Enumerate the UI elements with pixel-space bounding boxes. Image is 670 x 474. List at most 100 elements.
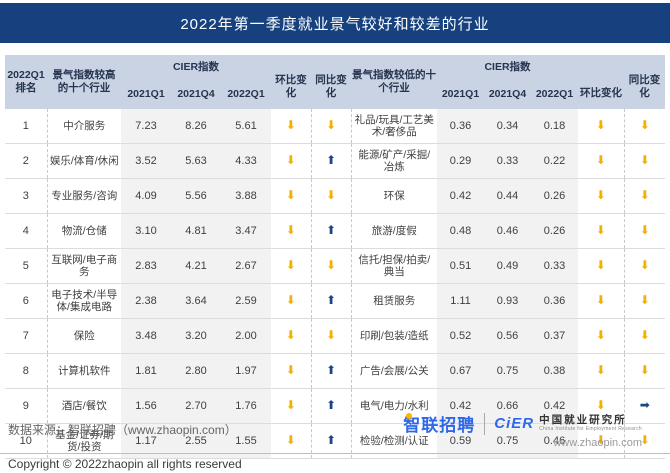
cier-value-cell: 7.23	[121, 109, 171, 144]
cier-value-cell: 0.51	[437, 248, 484, 284]
cier-value-cell: 3.10	[121, 213, 171, 249]
industry-cell: 物流/仓储	[46, 213, 121, 249]
cier-value-cell: 3.47	[221, 213, 271, 249]
col-header-2021q1-high: 2021Q1	[121, 81, 171, 109]
cier-value-cell: 0.29	[437, 143, 484, 179]
arrow-down-icon: ⬇	[325, 258, 337, 273]
cier-value-cell: 0.26	[531, 213, 578, 249]
cier-value-cell: 0.67	[437, 353, 484, 389]
industry-cell: 租赁服务	[350, 283, 437, 319]
yoy-change-cell: ⬇	[623, 423, 665, 459]
table-row: 10 基金/证券/期货/投资 1.17 2.55 1.55 ⬇ ⬆ 检验/检测/认证 0.59 0…	[5, 423, 665, 459]
qoq-change-cell: ⬇	[271, 388, 311, 424]
cier-value-cell: 1.11	[437, 283, 484, 319]
cier-value-cell: 2.83	[121, 248, 171, 284]
cier-value-cell: 0.49	[484, 248, 531, 284]
col-header-low-group: 景气指数较低的十个行业	[351, 55, 437, 109]
arrow-down-icon: ⬇	[325, 188, 337, 203]
col-header-2022q1-low: 2022Q1	[531, 81, 578, 109]
qoq-change-cell: ⬇	[578, 143, 624, 179]
cier-value-cell: 0.36	[531, 283, 578, 319]
qoq-change-cell: ⬇	[271, 143, 311, 179]
cier-value-cell: 3.20	[171, 318, 221, 354]
col-header-rank: 2022Q1排名	[5, 55, 47, 109]
cier-value-cell: 3.48	[121, 318, 171, 354]
cier-value-cell: 1.81	[121, 353, 171, 389]
arrow-down-icon: ⬇	[639, 258, 650, 273]
table-row: 2 娱乐/体育/休闲 3.52 5.63 4.33 ⬇ ⬆ 能源/矿产/采掘/冶炼 0.29 0.…	[5, 143, 665, 179]
cier-value-cell: 2.67	[221, 248, 271, 284]
table-row: 5 互联网/电子商务 2.83 4.21 2.67 ⬇ ⬇ 信托/担保/拍卖/典当 0.51 0.…	[5, 248, 665, 284]
arrow-down-icon: ⬇	[595, 293, 606, 308]
cier-value-cell: 2.80	[171, 353, 221, 389]
col-header-yoy-high: 同比变化	[311, 55, 351, 109]
col-header-high-group: 景气指数较高的十个行业	[47, 55, 121, 109]
arrow-down-icon: ⬇	[595, 153, 606, 168]
cier-logo-mark: CiER	[494, 414, 535, 432]
yoy-change-cell: ⬇	[623, 109, 665, 144]
arrow-up-icon: ⬆	[325, 398, 337, 413]
arrow-down-icon: ⬇	[325, 118, 337, 133]
rank-cell: 9	[5, 388, 47, 424]
arrow-up-icon: ⬆	[325, 223, 337, 238]
rank-cell: 3	[5, 178, 47, 214]
cier-value-cell: 0.18	[531, 109, 578, 144]
yoy-change-cell: ⬆	[310, 213, 351, 249]
industry-cell: 旅游/度假	[350, 213, 437, 249]
arrow-down-icon: ⬇	[595, 223, 606, 238]
col-header-yoy-low: 同比变化	[624, 55, 665, 109]
zhaopin-logo: 智联招聘	[403, 411, 475, 436]
qoq-change-cell: ⬇	[578, 283, 624, 319]
arrow-down-icon: ⬇	[285, 398, 296, 413]
industry-prosperity-table-wrap: 2022Q1排名 景气指数较高的十个行业 CIER指数 环比变化 同比变化 景气…	[5, 55, 665, 459]
rank-cell: 1	[22, 119, 29, 132]
cier-value-cell: 5.61	[221, 109, 271, 144]
industry-cell: 广告/会展/公关	[350, 353, 437, 389]
cier-value-cell: 0.42	[437, 388, 484, 424]
arrow-down-icon: ⬇	[285, 188, 296, 203]
table-row: 9 酒店/餐饮 1.56 2.70 1.76 ⬇ ⬆ 电气/电力/水利 0.42 0.66 0.42…	[5, 388, 665, 424]
arrow-down-icon: ⬇	[639, 153, 650, 168]
cier-value-cell: 0.52	[437, 318, 484, 354]
cier-value-cell: 8.26	[171, 109, 221, 144]
arrow-down-icon: ⬇	[595, 398, 606, 413]
yoy-change-cell: ⬇	[623, 178, 665, 214]
industry-cell: 酒店/餐饮	[46, 388, 121, 424]
industry-cell: 电气/电力/水利	[350, 388, 437, 424]
industry-cell: 基金/证券/期货/投资	[46, 423, 121, 459]
qoq-change-cell: ⬇	[271, 248, 311, 284]
arrow-down-icon: ⬇	[639, 363, 650, 378]
col-header-2022q1-high: 2022Q1	[221, 81, 271, 109]
qoq-change-cell: ⬇	[271, 213, 311, 249]
arrow-down-icon: ⬇	[285, 258, 296, 273]
cier-value-cell: 2.59	[221, 283, 271, 319]
table-row: 6 电子技术/半导体/集成电路 2.38 3.64 2.59 ⬇ ⬆ 租赁服务 1.11 0.93…	[5, 283, 665, 319]
qoq-change-cell: ⬇	[271, 109, 311, 144]
cier-value-cell: 4.21	[171, 248, 221, 284]
rank-cell: 2	[5, 143, 47, 179]
cier-value-cell: 5.63	[171, 143, 221, 179]
arrow-flat-icon: ➡	[639, 398, 650, 413]
rank-cell: 10	[5, 423, 47, 459]
cier-value-cell: 2.70	[171, 388, 221, 424]
zhaopin-logo-text: 智联招聘	[403, 416, 476, 435]
yoy-change-cell: ⬇	[310, 178, 351, 214]
qoq-change-cell: ⬇	[271, 178, 311, 214]
col-header-2021q1-low: 2021Q1	[437, 81, 484, 109]
cier-value-cell: 0.42	[531, 388, 578, 424]
qoq-change-cell: ⬇	[578, 423, 624, 459]
cier-value-cell: 0.22	[531, 143, 578, 179]
arrow-down-icon: ⬇	[595, 188, 606, 203]
table-header: 2022Q1排名 景气指数较高的十个行业 CIER指数 环比变化 同比变化 景气…	[5, 55, 665, 109]
yoy-change-cell: ⬇	[623, 353, 665, 389]
cier-value-cell: 0.38	[531, 353, 578, 389]
qoq-change-cell: ⬇	[578, 213, 624, 249]
cier-value-cell: 3.52	[121, 143, 171, 179]
industry-cell: 保险	[46, 318, 121, 354]
cier-value-cell: 0.75	[484, 423, 531, 459]
yoy-change-cell: ⬇	[310, 318, 351, 354]
arrow-down-icon: ⬇	[285, 153, 296, 168]
yoy-change-cell: ⬇	[623, 318, 665, 354]
table-body: 1 中介服务 7.23 8.26 5.61 ⬇ ⬇ 礼品/玩具/工艺美术/奢侈品 0.36 0.3…	[5, 109, 665, 459]
yoy-change-cell: ⬇	[623, 283, 665, 319]
